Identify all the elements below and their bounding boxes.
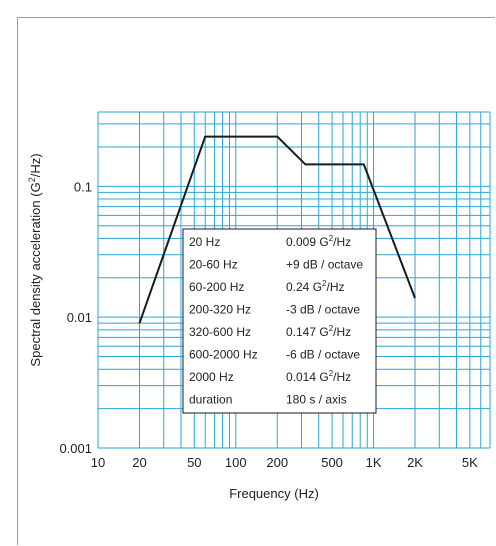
x-tick-label: 5K: [462, 455, 478, 470]
spec-table: 20 Hz 0.009 G2/Hz 20-60 Hz +9 dB / octave 60…: [189, 234, 363, 407]
spec-table-box: [182, 228, 377, 414]
chart-frame: [17, 17, 495, 545]
x-tick-label: 100: [225, 455, 247, 470]
spec-value-label: -3 dB / octave: [286, 303, 360, 317]
y-tick-labels: 0.001 0.01 0.1: [59, 179, 92, 456]
spec-range-label: 320-600 Hz: [189, 325, 251, 339]
spec-value-label: 0.014 G2/Hz: [286, 369, 351, 384]
x-tick-labels: 10 20 50 100 200 500 1K 2K 5K: [91, 455, 478, 470]
spec-value-label: 0.24 G2/Hz: [286, 279, 344, 294]
x-tick-label: 2K: [407, 455, 423, 470]
spec-range-label: 2000 Hz: [189, 370, 234, 384]
spec-value-label: +9 dB / octave: [286, 258, 363, 272]
spec-range-label: 60-200 Hz: [189, 280, 244, 294]
spec-range-label: 20 Hz: [189, 235, 220, 249]
x-tick-label: 500: [321, 455, 343, 470]
y-axis-label: Spectral density acceleration (G2/Hz): [27, 153, 43, 366]
psd-profile-line: [138, 135, 416, 324]
spec-range-label: duration: [189, 393, 232, 407]
spec-value-label: 180 s / axis: [286, 393, 347, 407]
x-tick-label: 20: [132, 455, 146, 470]
spec-range-label: 200-320 Hz: [189, 303, 251, 317]
x-tick-label: 10: [91, 455, 105, 470]
x-tick-label: 1K: [366, 455, 382, 470]
x-axis-label: Frequency (Hz): [229, 486, 319, 501]
y-tick-label: 0.001: [59, 441, 92, 456]
spec-value-label: 0.147 G2/Hz: [286, 324, 351, 339]
y-tick-label: 0.1: [74, 179, 92, 194]
y-tick-label: 0.01: [67, 310, 92, 325]
spec-range-label: 600-2000 Hz: [189, 348, 258, 362]
spec-value-label: -6 dB / octave: [286, 348, 360, 362]
spec-range-label: 20-60 Hz: [189, 258, 238, 272]
series-lines: [138, 135, 416, 324]
x-tick-label: 50: [187, 455, 201, 470]
spec-value-label: 0.009 G2/Hz: [286, 234, 351, 249]
x-tick-label: 200: [266, 455, 288, 470]
